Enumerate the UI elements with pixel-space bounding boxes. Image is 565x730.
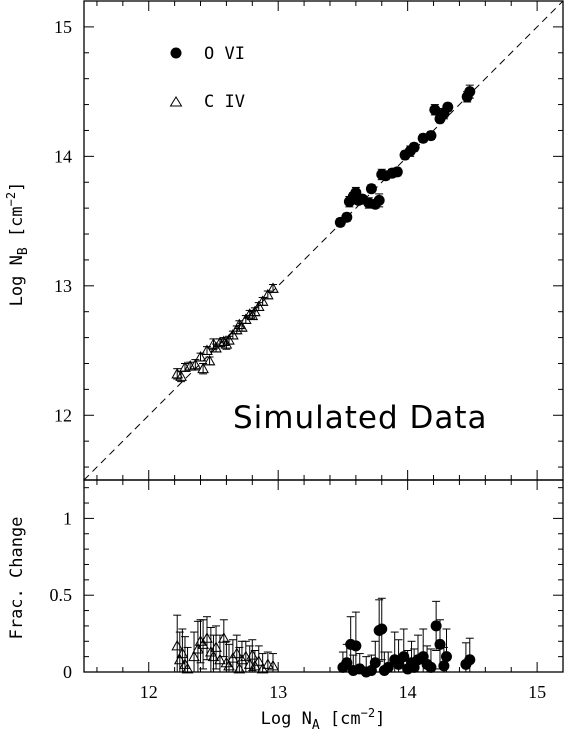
top-point-c-iv [201, 344, 213, 356]
top-point-o-vi [425, 130, 437, 142]
x-tick-label: 12 [140, 682, 158, 702]
bottom-point-c-iv [201, 632, 213, 643]
top-panel-marks [171, 84, 476, 383]
bottom-panel-ticks: 0 0.5 1 12 13 14 15 [50, 487, 564, 702]
bottom-point-o-vi [398, 651, 410, 663]
x-axis-label: Log NA [cm−2] [261, 706, 386, 730]
bottom-y-tick-label: 0.5 [50, 585, 73, 605]
top-point-o-vi [442, 101, 454, 113]
top-point-c-iv [256, 295, 269, 306]
bottom-point-c-iv [188, 650, 200, 662]
top-y-tick-label: 14 [54, 146, 72, 166]
bottom-point-c-iv [261, 658, 274, 669]
top-point-c-iv [236, 321, 248, 332]
top-y-axis-label: Log NB [cm−2] [4, 182, 31, 307]
top-point-c-iv [175, 370, 187, 381]
top-point-c-iv [267, 282, 279, 293]
top-point-o-vi [391, 166, 403, 178]
top-point-c-iv [194, 350, 207, 362]
bottom-point-c-iv [217, 632, 230, 643]
x-tick-label: 15 [528, 682, 546, 702]
top-point-o-vi [365, 183, 377, 195]
bottom-point-c-iv [236, 653, 248, 665]
top-ylabel-close: ] [7, 182, 27, 192]
xlabel-close: ] [375, 709, 385, 729]
top-point-c-iv [189, 358, 202, 370]
bottom-y-axis-label: Frac. Change [7, 517, 27, 640]
bottom-point-o-vi [341, 657, 353, 669]
legend: O VI C IV [169, 44, 245, 112]
bottom-point-c-iv [210, 641, 222, 652]
bottom-point-c-iv [197, 638, 209, 649]
bottom-point-o-vi [464, 654, 476, 666]
annotation-text: Simulated Data [233, 400, 488, 436]
bottom-point-o-vi [438, 660, 450, 672]
top-y-tick-label: 13 [54, 276, 72, 296]
top-ylabel-exp: −2 [4, 192, 18, 206]
legend-marker-c-iv [169, 96, 183, 107]
xlabel-sub: A [312, 718, 320, 730]
top-point-o-vi [373, 194, 385, 206]
xlabel-main: Log N [261, 709, 312, 729]
bottom-y-tick-label: 1 [63, 508, 72, 528]
top-point-c-iv [252, 300, 265, 312]
top-point-c-iv [261, 288, 274, 300]
x-tick-label: 14 [399, 682, 417, 702]
bottom-panel-marks [171, 597, 476, 678]
top-point-c-iv [230, 323, 243, 335]
bottom-point-c-iv [181, 662, 194, 674]
legend-label-c-iv: C IV [204, 92, 245, 112]
bottom-point-o-vi [440, 651, 452, 663]
bottom-y-tick-label: 0 [63, 662, 72, 682]
top-point-c-iv [210, 341, 222, 353]
top-y-tick-label: 15 [54, 17, 72, 37]
top-point-c-iv [227, 328, 239, 340]
top-point-c-iv [197, 362, 209, 374]
top-panel-ticks: 12 13 14 15 [54, 0, 564, 490]
bottom-point-c-iv [223, 659, 235, 671]
xlabel-exp: −2 [361, 706, 375, 720]
top-point-c-iv [214, 336, 226, 348]
bottom-point-o-vi [350, 640, 362, 652]
reference-line-y-equals-x [83, 0, 564, 481]
top-point-o-vi [429, 104, 441, 116]
x-tick-label: 13 [269, 682, 287, 702]
bottom-point-o-vi [382, 661, 394, 673]
top-point-c-iv [249, 305, 261, 317]
legend-label-o-vi: O VI [204, 44, 245, 64]
bottom-point-c-iv [267, 659, 279, 671]
bottom-point-c-iv [252, 655, 265, 666]
bottom-point-o-vi [376, 623, 388, 635]
legend-marker-o-vi [170, 47, 182, 59]
top-ylabel-sub: B [16, 247, 31, 255]
top-point-o-vi [341, 211, 353, 223]
top-point-c-iv [223, 334, 235, 345]
top-ylabel-unit: [cm [7, 206, 27, 237]
bottom-point-o-vi [425, 661, 437, 673]
svg-text:Frac. Change: Frac. Change [7, 517, 27, 640]
top-point-o-vi [464, 86, 476, 98]
svg-text:Log NB [cm−2]: Log NB [cm−2] [4, 182, 31, 307]
top-ylabel-main: Log N [7, 255, 27, 306]
bottom-point-c-iv [214, 653, 226, 665]
xlabel-unit: [cm [330, 709, 361, 729]
top-point-c-iv [203, 354, 216, 366]
bottom-panel-frame [83, 479, 564, 673]
bottom-point-o-vi [430, 620, 442, 632]
top-point-o-vi [408, 141, 420, 153]
top-y-tick-label: 12 [54, 405, 72, 425]
bottom-point-c-iv [239, 650, 252, 662]
